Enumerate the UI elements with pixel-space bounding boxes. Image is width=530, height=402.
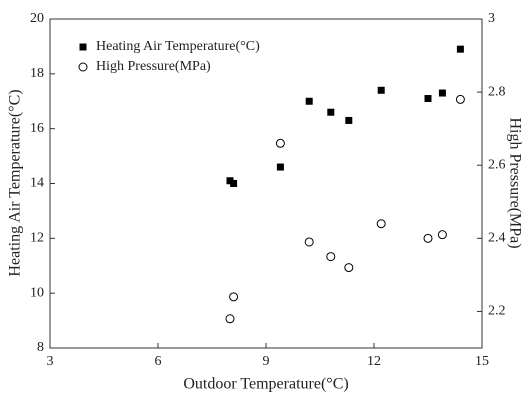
data-point xyxy=(305,97,313,105)
data-point xyxy=(344,263,354,273)
y2-tick-label: 2.4 xyxy=(488,231,506,246)
data-point xyxy=(345,116,353,124)
x-tick-label: 9 xyxy=(263,354,270,369)
y2-tick-label: 3 xyxy=(488,11,495,26)
data-point xyxy=(423,233,433,243)
data-point xyxy=(229,292,239,302)
y2-tick-label: 2.8 xyxy=(488,84,506,99)
data-point xyxy=(455,94,465,104)
data-point xyxy=(456,45,464,53)
data-point xyxy=(376,219,386,229)
data-point xyxy=(304,237,314,247)
data-point xyxy=(275,138,285,148)
data-point xyxy=(326,252,336,262)
x-axis-label: Outdoor Temperature(°C) xyxy=(183,376,348,393)
data-point xyxy=(225,314,235,324)
legend-label: High Pressure(MPa) xyxy=(96,59,211,74)
data-point xyxy=(438,89,446,97)
data-point xyxy=(424,95,432,103)
y-tick-label: 10 xyxy=(30,285,44,300)
y-tick-label: 14 xyxy=(30,176,44,191)
data-point xyxy=(226,177,234,185)
x-tick-label: 6 xyxy=(155,354,162,369)
data-point xyxy=(276,163,284,171)
x-tick-label: 3 xyxy=(47,354,54,369)
x-tick-label: 15 xyxy=(475,354,489,369)
legend-marker xyxy=(78,62,88,72)
y-axis-label: Heating Air Temperature(°C) xyxy=(7,89,24,276)
legend-label: Heating Air Temperature(°C) xyxy=(96,39,260,54)
y-tick-label: 18 xyxy=(30,66,44,81)
y-tick-label: 20 xyxy=(30,11,44,26)
data-point xyxy=(437,230,447,240)
y2-axis-label: High Pressure(MPa) xyxy=(506,117,523,248)
y-tick-label: 16 xyxy=(30,121,44,136)
data-point xyxy=(377,86,385,94)
y2-tick-label: 2.6 xyxy=(488,157,506,172)
y2-tick-label: 2.2 xyxy=(488,304,506,319)
x-tick-label: 12 xyxy=(367,354,381,369)
data-point xyxy=(327,108,335,116)
data-point xyxy=(230,180,238,187)
legend-marker xyxy=(79,43,87,51)
y-tick-label: 12 xyxy=(30,231,44,246)
y-tick-label: 8 xyxy=(37,340,44,355)
